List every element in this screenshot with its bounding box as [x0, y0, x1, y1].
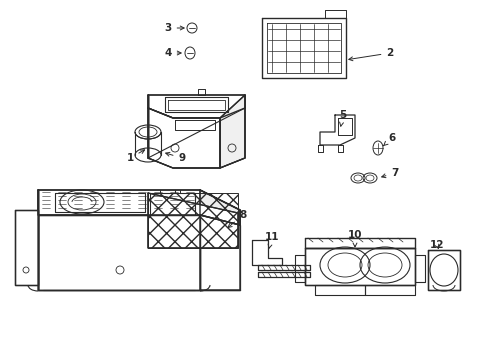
Polygon shape — [220, 95, 244, 168]
Polygon shape — [38, 190, 240, 225]
Text: 8: 8 — [227, 210, 246, 228]
Text: 10: 10 — [347, 230, 362, 247]
Polygon shape — [15, 210, 38, 285]
Ellipse shape — [372, 141, 382, 155]
Ellipse shape — [184, 47, 195, 59]
Polygon shape — [148, 95, 244, 118]
Text: 12: 12 — [429, 240, 443, 250]
Polygon shape — [148, 108, 220, 168]
Text: 2: 2 — [348, 48, 393, 61]
Polygon shape — [148, 193, 238, 248]
Text: 11: 11 — [264, 232, 279, 248]
Polygon shape — [200, 215, 240, 290]
Text: 3: 3 — [164, 23, 184, 33]
Text: 7: 7 — [381, 168, 398, 178]
Text: 4: 4 — [164, 48, 181, 58]
Text: 6: 6 — [383, 133, 395, 146]
Bar — [148, 193, 238, 248]
Polygon shape — [305, 248, 414, 285]
Text: 9: 9 — [165, 152, 185, 163]
Polygon shape — [200, 190, 240, 225]
Text: 5: 5 — [339, 110, 346, 126]
Polygon shape — [38, 215, 200, 290]
Polygon shape — [427, 250, 459, 290]
Text: 1: 1 — [126, 150, 144, 163]
Ellipse shape — [186, 23, 197, 33]
